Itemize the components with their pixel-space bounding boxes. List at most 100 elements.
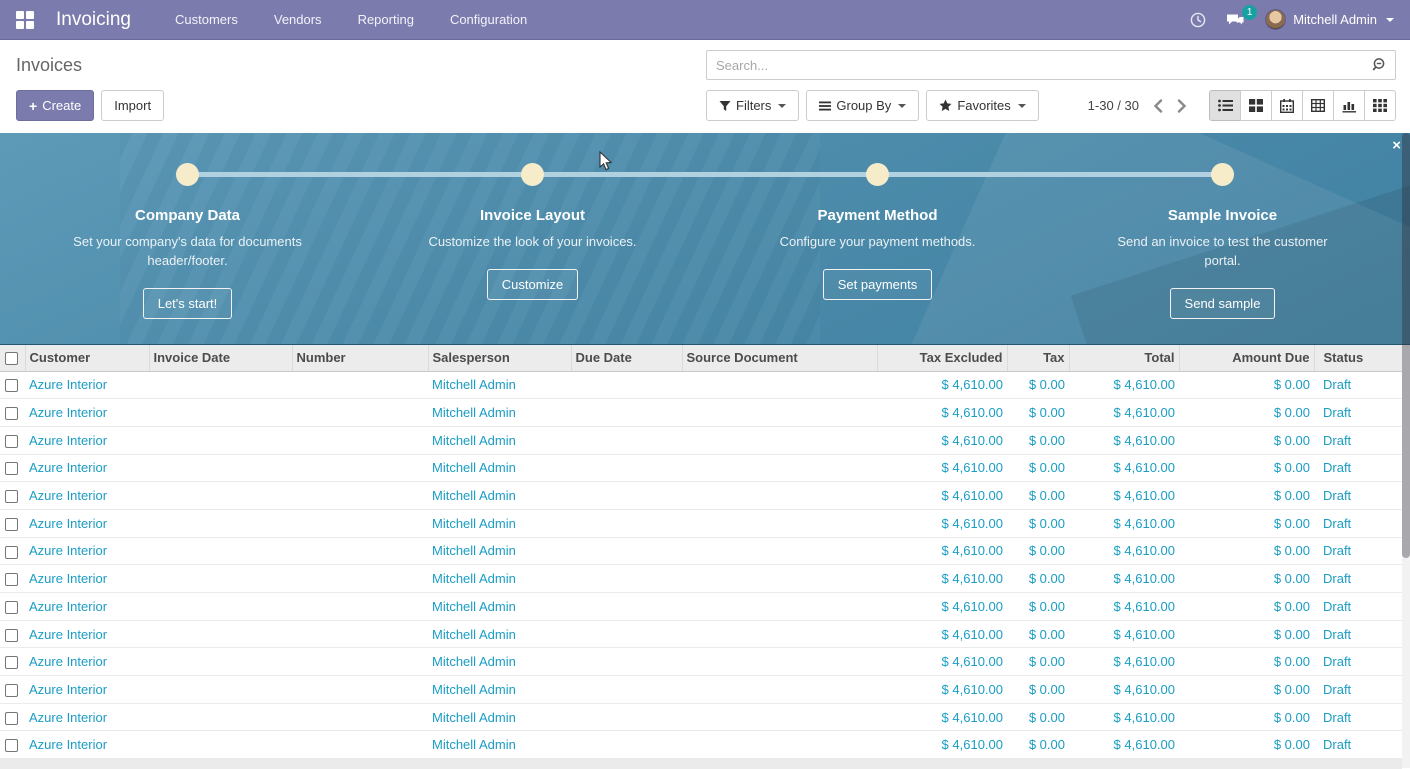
cell-total: $ 4,610.00 (1069, 620, 1179, 649)
nav-menu: Customers Vendors Reporting Configuratio… (175, 12, 527, 27)
select-all-checkbox[interactable] (5, 352, 18, 366)
cell-invoice-date (149, 537, 292, 566)
nav-item-vendors[interactable]: Vendors (273, 12, 322, 27)
row-checkbox[interactable] (5, 434, 18, 448)
row-checkbox[interactable] (5, 628, 18, 642)
row-checkbox[interactable] (5, 517, 18, 531)
vertical-scrollbar[interactable] (1402, 133, 1410, 768)
step-dot (176, 163, 199, 186)
invoice-row[interactable]: Azure Interior Mitchell Admin $ 4,610.00… (0, 564, 1402, 593)
set-payments-button[interactable]: Set payments (822, 268, 933, 300)
cell-tax-excluded: $ 4,610.00 (877, 481, 1007, 510)
col-salesperson[interactable]: Salesperson (427, 345, 571, 372)
invoice-row[interactable]: Azure Interior Mitchell Admin $ 4,610.00… (0, 371, 1402, 400)
col-source-document[interactable]: Source Document (681, 345, 877, 372)
activities-clock-icon[interactable] (1190, 12, 1206, 28)
row-checkbox[interactable] (5, 545, 18, 559)
cell-source-document (682, 592, 877, 621)
cell-tax-excluded: $ 4,610.00 (877, 730, 1007, 760)
row-checkbox[interactable] (5, 711, 18, 725)
invoice-row[interactable]: Azure Interior Mitchell Admin $ 4,610.00… (0, 703, 1402, 732)
row-checkbox[interactable] (5, 600, 18, 614)
cell-salesperson: Mitchell Admin (428, 620, 571, 649)
invoice-table: Customer Invoice Date Number Salesperson… (0, 345, 1402, 760)
invoice-row[interactable]: Azure Interior Mitchell Admin $ 4,610.00… (0, 592, 1402, 621)
row-checkbox-cell (0, 398, 25, 427)
cell-total: $ 4,610.00 (1069, 537, 1179, 566)
pager-range[interactable]: 1-30 / 30 (1087, 98, 1139, 113)
row-checkbox-cell (0, 509, 25, 538)
messages-chat-icon[interactable]: 1 (1226, 4, 1258, 28)
invoice-row[interactable]: Azure Interior Mitchell Admin $ 4,610.00… (0, 620, 1402, 649)
view-list-button[interactable] (1209, 90, 1241, 121)
invoice-row[interactable]: Azure Interior Mitchell Admin $ 4,610.00… (0, 537, 1402, 566)
invoice-row[interactable]: Azure Interior Mitchell Admin $ 4,610.00… (0, 509, 1402, 538)
invoice-row[interactable]: Azure Interior Mitchell Admin $ 4,610.00… (0, 647, 1402, 677)
customize-button[interactable]: Customize (486, 268, 579, 300)
col-number[interactable]: Number (291, 345, 428, 372)
row-checkbox[interactable] (5, 656, 18, 670)
view-graph-button[interactable] (1333, 90, 1365, 121)
row-checkbox[interactable] (5, 573, 18, 587)
create-button[interactable]: + Create (16, 90, 95, 121)
row-checkbox[interactable] (5, 379, 18, 393)
cell-status: Draft (1314, 537, 1402, 566)
row-checkbox[interactable] (5, 683, 18, 697)
cell-source-document (682, 398, 877, 427)
cell-amount-due: $ 0.00 (1179, 398, 1314, 427)
scrollbar-thumb[interactable] (1402, 133, 1410, 558)
col-amount-due[interactable]: Amount Due (1178, 345, 1314, 372)
group-by-caret-icon (898, 103, 907, 108)
col-status[interactable]: Status (1313, 345, 1402, 372)
user-menu[interactable]: Mitchell Admin (1265, 9, 1394, 30)
send-sample-button[interactable]: Send sample (1169, 287, 1276, 319)
cell-due-date (571, 620, 682, 649)
lets-start-button[interactable]: Let's start! (142, 287, 233, 319)
row-checkbox[interactable] (5, 462, 18, 476)
col-tax[interactable]: Tax (1006, 345, 1069, 372)
nav-item-configuration[interactable]: Configuration (449, 12, 528, 27)
cell-customer: Azure Interior (25, 647, 149, 677)
nav-item-customers[interactable]: Customers (175, 12, 238, 27)
pager-previous-icon[interactable] (1153, 98, 1163, 113)
favorites-button[interactable]: Favorites (926, 90, 1039, 121)
view-kanban-button[interactable] (1240, 90, 1272, 121)
col-due-date[interactable]: Due Date (570, 345, 682, 372)
cell-customer: Azure Interior (25, 398, 149, 427)
invoice-row[interactable]: Azure Interior Mitchell Admin $ 4,610.00… (0, 426, 1402, 455)
import-button[interactable]: Import (101, 90, 165, 121)
view-pivot-button[interactable] (1302, 90, 1334, 121)
nav-item-reporting[interactable]: Reporting (357, 12, 414, 27)
banner-close-icon[interactable]: × (1392, 137, 1401, 154)
row-checkbox[interactable] (5, 490, 18, 504)
row-checkbox[interactable] (5, 739, 18, 753)
row-checkbox[interactable] (5, 407, 18, 421)
invoice-row[interactable]: Azure Interior Mitchell Admin $ 4,610.00… (0, 454, 1402, 483)
cell-amount-due: $ 0.00 (1179, 592, 1314, 621)
invoice-row[interactable]: Azure Interior Mitchell Admin $ 4,610.00… (0, 398, 1402, 427)
app-title[interactable]: Invoicing (56, 8, 131, 30)
apps-grid-icon[interactable] (16, 10, 34, 29)
cell-status: Draft (1314, 703, 1402, 732)
search-icon[interactable] (1372, 57, 1388, 78)
cell-total: $ 4,610.00 (1069, 371, 1179, 400)
view-activity-button[interactable] (1364, 90, 1396, 121)
cell-salesperson: Mitchell Admin (428, 454, 571, 483)
pager-next-icon[interactable] (1177, 98, 1187, 113)
filters-button[interactable]: Filters (706, 90, 800, 121)
invoice-row[interactable]: Azure Interior Mitchell Admin $ 4,610.00… (0, 730, 1402, 760)
col-customer[interactable]: Customer (24, 345, 149, 372)
group-by-button[interactable]: Group By (806, 90, 920, 121)
col-total[interactable]: Total (1068, 345, 1179, 372)
cell-tax: $ 0.00 (1007, 730, 1069, 760)
invoice-row[interactable]: Azure Interior Mitchell Admin $ 4,610.00… (0, 675, 1402, 704)
select-all-header (0, 345, 25, 372)
view-calendar-button[interactable] (1271, 90, 1303, 121)
search-input[interactable] (706, 50, 1396, 80)
col-invoice-date[interactable]: Invoice Date (148, 345, 292, 372)
invoice-row[interactable]: Azure Interior Mitchell Admin $ 4,610.00… (0, 481, 1402, 510)
cell-source-document (682, 620, 877, 649)
control-panel: Invoices + Create Import F (0, 40, 1410, 133)
col-tax-excluded[interactable]: Tax Excluded (876, 345, 1007, 372)
cell-due-date (571, 675, 682, 704)
